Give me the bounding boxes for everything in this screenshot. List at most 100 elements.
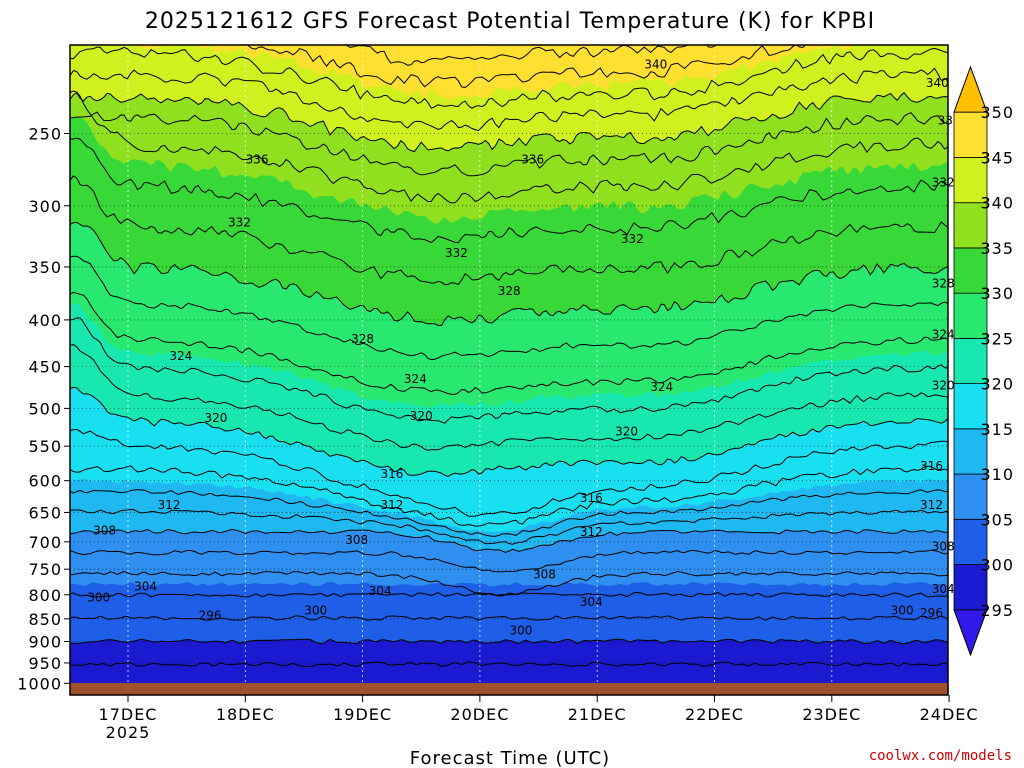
colorbar-tick-label: 300 xyxy=(980,556,1014,575)
y-tick-label: 650 xyxy=(28,503,62,522)
y-tick-label: 750 xyxy=(28,560,62,579)
y-tick-label: 950 xyxy=(28,654,62,673)
contour-308k xyxy=(70,549,948,573)
contour-label-312: 312 xyxy=(580,525,603,539)
colorbar: 295 300 305 310 315 320 325 330 335 340 345 350 xyxy=(953,65,1014,657)
contour-330k xyxy=(70,221,948,327)
contour-346k xyxy=(247,45,807,89)
contour-314k xyxy=(70,489,948,537)
x-tick-label: 19DEC xyxy=(333,705,392,724)
contour-label-320: 320 xyxy=(410,409,433,423)
colorbar-segment xyxy=(953,473,988,520)
x-tick-label: 23DEC xyxy=(802,705,861,724)
contour-label-324: 324 xyxy=(650,380,673,394)
contour-label-324: 324 xyxy=(404,372,427,386)
contour-302k xyxy=(70,615,948,621)
y-tick-label: 900 xyxy=(28,632,62,651)
contour-340k xyxy=(70,91,948,153)
contour-label-332: 332 xyxy=(228,216,251,230)
colorbar-segment xyxy=(953,564,988,611)
contour-348k xyxy=(344,45,717,66)
x-tick-label: 24DEC xyxy=(920,705,979,724)
contour-318k xyxy=(70,428,948,517)
gridlines xyxy=(70,45,948,695)
x-tick-label: 18DEC xyxy=(216,705,275,724)
colorbar-tick-label: 320 xyxy=(980,375,1014,394)
contour-326k xyxy=(70,291,948,395)
contour-label-316: 316 xyxy=(580,491,603,505)
colorbar-tick-label: 295 xyxy=(980,601,1014,620)
contour-label-336: 336 xyxy=(246,153,269,167)
contour-label-336: 336 xyxy=(521,153,544,167)
contour-label-304: 304 xyxy=(134,579,157,593)
contour-338k xyxy=(70,111,948,177)
colorbar-tick-label: 345 xyxy=(980,148,1014,167)
colorbar-segment xyxy=(953,428,988,475)
contour-label-300: 300 xyxy=(891,603,914,617)
y-tick-label: 450 xyxy=(28,358,62,377)
plot-frame xyxy=(69,44,949,696)
contour-328k xyxy=(70,255,948,361)
contour-label-300: 300 xyxy=(87,590,110,604)
y-tick-label: 600 xyxy=(28,472,62,491)
credit-text: coolwx.com/models xyxy=(869,748,1012,764)
contour-label-340: 340 xyxy=(644,57,667,71)
contour-label-308: 308 xyxy=(345,533,368,547)
y-axis: 250 300 350 400 450 500 550 600 650 700 750 800 850 9… xyxy=(17,124,70,693)
contour-label-308: 308 xyxy=(533,567,556,581)
contour-label-332: 332 xyxy=(621,232,644,246)
colorbar-segment xyxy=(953,383,988,430)
contour-label-304: 304 xyxy=(369,584,392,598)
contour-342k xyxy=(70,67,948,132)
chart-title: 2025121612 GFS Forecast Potential Temper… xyxy=(145,9,875,34)
contour-label-300: 300 xyxy=(304,603,327,617)
contour-lines xyxy=(70,45,948,691)
contour-334k xyxy=(70,137,948,244)
contour-label-312: 312 xyxy=(158,498,181,512)
y-tick-label: 400 xyxy=(28,311,62,330)
contour-label-340: 340 xyxy=(926,76,949,90)
colorbar-segment xyxy=(953,202,988,249)
contour-312k xyxy=(70,508,948,545)
contour-322k xyxy=(70,344,948,451)
ground-surface xyxy=(70,683,948,695)
contour-label-320: 320 xyxy=(932,379,955,393)
contour-label-308: 308 xyxy=(932,539,955,553)
contour-label-324: 324 xyxy=(932,327,955,341)
contour-label-296: 296 xyxy=(920,606,943,620)
contour-310k xyxy=(70,528,948,553)
colorbar-tick-label: 315 xyxy=(980,420,1014,439)
contour-336k xyxy=(70,90,948,204)
y-tick-label: 700 xyxy=(28,533,62,552)
colorbar-tick-label: 340 xyxy=(980,194,1014,213)
contour-316k xyxy=(70,465,948,527)
colorbar-tick-label: 305 xyxy=(980,510,1014,529)
contour-label-312: 312 xyxy=(380,498,403,512)
contour-label-316: 316 xyxy=(380,467,403,481)
contour-label-312: 312 xyxy=(920,498,943,512)
y-tick-label: 850 xyxy=(28,610,62,629)
y-tick-label: 250 xyxy=(28,124,62,143)
colorbar-tick-label: 335 xyxy=(980,239,1014,258)
contour-label-320: 320 xyxy=(615,424,638,438)
band-340k xyxy=(70,45,948,152)
y-tick-label: 1000 xyxy=(17,674,62,693)
contour-label-328: 328 xyxy=(932,277,955,291)
contour-label-308: 308 xyxy=(93,523,116,537)
colorbar-segment xyxy=(953,292,988,339)
contour-label-320: 320 xyxy=(205,411,228,425)
colorbar-tick-label: 310 xyxy=(980,465,1014,484)
y-tick-label: 300 xyxy=(28,197,62,216)
colorbar-segment xyxy=(953,157,988,204)
contour-label-332: 332 xyxy=(445,246,468,260)
contour-304k xyxy=(70,591,948,598)
contour-label-332: 332 xyxy=(932,176,955,190)
contour-label-324: 324 xyxy=(169,349,192,363)
contour-label-316: 316 xyxy=(920,459,943,473)
contour-306k xyxy=(70,570,948,596)
x-tick-label: 20DEC xyxy=(450,705,509,724)
contour-label-304: 304 xyxy=(580,595,603,609)
colorbar-tick-label: 330 xyxy=(980,284,1014,303)
